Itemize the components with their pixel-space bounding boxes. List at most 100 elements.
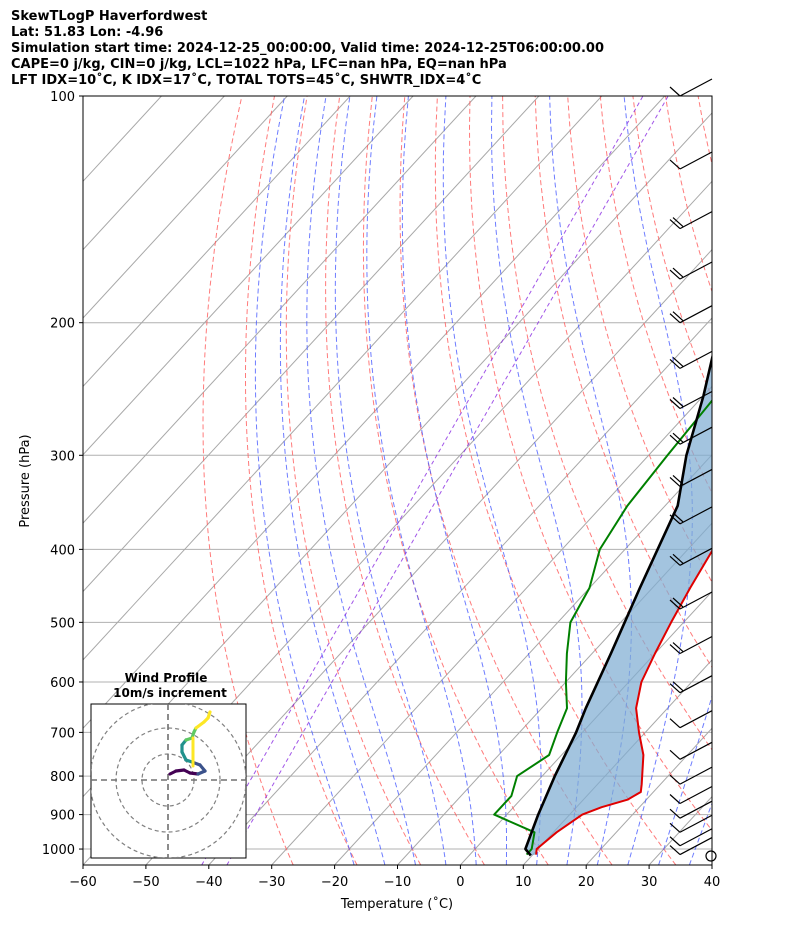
y-ticks: 100 200 300 400 500 600 700 800 900 1000 [42, 90, 83, 858]
moist-adiabat [366, 96, 477, 865]
isotherm-line [334, 454, 712, 865]
x-tick-label: −30 [258, 875, 285, 890]
wind-barb [669, 785, 713, 805]
y-tick-label: 500 [50, 616, 75, 631]
barb-flag [669, 269, 681, 280]
title-line-1: SkewTLogP Haverfordwest [11, 9, 208, 24]
barb-flag [672, 642, 684, 652]
calm-wind-circle [705, 850, 717, 862]
dry-adiabat [632, 96, 712, 399]
barb-staff [679, 547, 713, 566]
y-tick-label: 1000 [42, 843, 75, 858]
isotherm-line [83, 96, 477, 524]
barb-flag [672, 475, 684, 485]
wind-barb [669, 675, 713, 694]
barb-staff [679, 151, 713, 170]
isotherm-line [83, 96, 225, 251]
moist-adiabat [254, 96, 355, 865]
x-tick-label: −50 [132, 875, 159, 890]
isotherm-line [585, 727, 712, 865]
wind-barb [669, 591, 713, 610]
x-tick-label: 30 [641, 875, 658, 890]
x-tick-label: 40 [704, 875, 721, 890]
barb-staff [679, 261, 713, 280]
dry-adiabat [763, 96, 794, 865]
hodograph-title: Wind Profile [125, 671, 208, 685]
barb-staff [679, 800, 713, 819]
barb-flag [672, 681, 684, 692]
barb-staff [679, 426, 713, 445]
grid-lines [83, 96, 794, 865]
isotherm-line [83, 96, 288, 319]
title-line-3: Simulation start time: 2024-12-25_00:00:… [11, 41, 604, 56]
moist-adiabat [490, 96, 583, 865]
isotherm-line [397, 522, 712, 865]
dry-adiabat [202, 96, 294, 865]
title-line-5: LFT IDX=10˚C, K IDX=17˚C, TOTAL TOTS=45˚… [11, 73, 482, 88]
wind-barb [669, 506, 713, 525]
isotherm-line [83, 96, 603, 661]
x-tick-label: −20 [321, 875, 348, 890]
x-ticks: −60 −50 −40 −30 −20 −10 0 10 20 30 40 [69, 865, 720, 890]
barb-flag [672, 432, 684, 443]
barb-staff [679, 828, 713, 847]
barb-staff [679, 710, 713, 729]
barb-flag [669, 599, 681, 610]
barb-flag [669, 718, 681, 729]
y-tick-label: 900 [50, 809, 75, 824]
x-tick-label: −60 [69, 875, 96, 890]
barb-flag [672, 397, 684, 407]
y-tick-label: 700 [50, 726, 75, 741]
dry-adiabat [599, 96, 712, 494]
dry-adiabat [245, 96, 358, 865]
wind-barb [669, 800, 713, 819]
barb-flag [669, 434, 681, 445]
barb-flag [669, 159, 681, 170]
barb-flag [672, 512, 684, 523]
barb-flag [669, 313, 681, 324]
hodograph-trace-segment [206, 710, 212, 720]
barb-staff [679, 741, 713, 760]
dry-adiabat [325, 96, 485, 865]
x-tick-label: 20 [578, 875, 595, 890]
wind-barb [669, 350, 713, 369]
title-line-2: Lat: 51.83 Lon: -4.96 [11, 25, 164, 40]
wind-barb [669, 828, 713, 847]
moist-adiabat [658, 694, 712, 865]
barb-flag [672, 217, 684, 228]
moist-adiabat [334, 96, 447, 865]
y-tick-label: 800 [50, 770, 75, 785]
barb-staff [679, 390, 713, 410]
isotherm-line [83, 96, 666, 729]
barb-staff [679, 506, 713, 525]
isotherm-line [648, 795, 712, 865]
barb-flag [669, 822, 681, 833]
barb-staff [679, 766, 713, 785]
hodograph-subtitle: 10m/s increment [113, 686, 227, 700]
wind-barb [669, 635, 713, 655]
barb-flag [669, 808, 681, 819]
x-tick-label: −40 [195, 875, 222, 890]
wind-barb [669, 390, 713, 410]
barb-flag [669, 774, 681, 785]
isotherm-line [775, 96, 794, 865]
barb-flag [669, 358, 681, 369]
barb-staff [679, 468, 713, 487]
y-tick-label: 100 [50, 90, 75, 105]
x-tick-label: 0 [456, 875, 464, 890]
barb-flag [669, 514, 681, 525]
x-tick-label: −10 [384, 875, 411, 890]
barb-flag [669, 794, 681, 804]
barb-flag [669, 836, 681, 847]
mixing-ratio-line [226, 96, 669, 865]
wind-barb [669, 468, 713, 487]
moist-adiabat [720, 96, 794, 865]
barb-flag [672, 553, 684, 564]
isotherm-line [711, 864, 712, 865]
parcel-line [524, 352, 712, 857]
wind-barb [669, 211, 713, 230]
x-axis-label: Temperature (˚C) [340, 896, 453, 912]
barb-flag [669, 219, 681, 230]
barb-staff [679, 305, 713, 324]
